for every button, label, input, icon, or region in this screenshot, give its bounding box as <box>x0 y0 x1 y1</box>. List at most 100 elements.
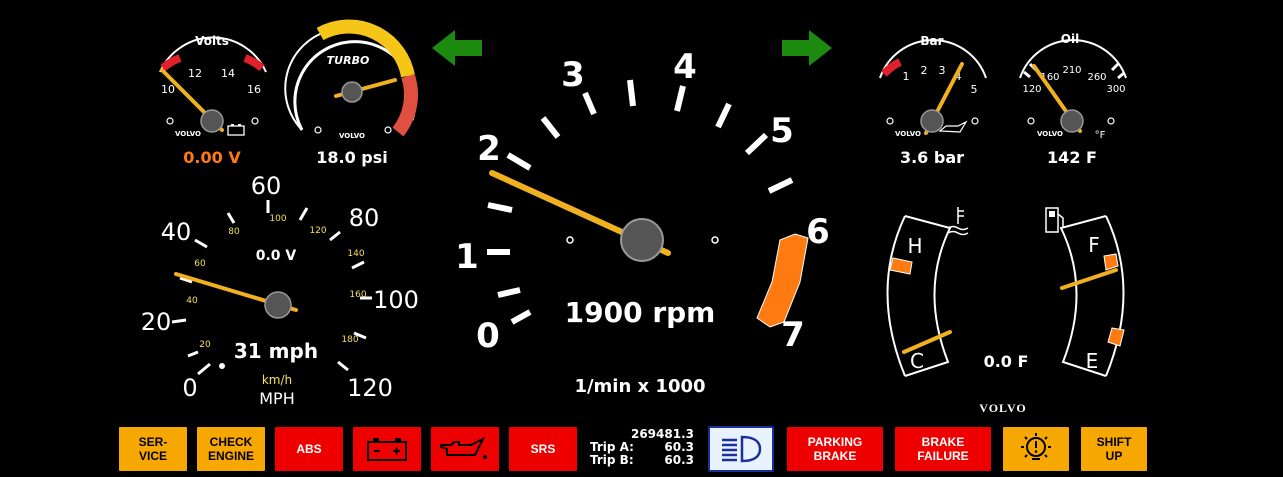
bar-label: Bar <box>920 34 943 48</box>
tach-tick-label: 7 <box>781 315 805 355</box>
oil-brand: VOLVO <box>1037 130 1063 138</box>
volts-tick-label: 16 <box>247 83 261 96</box>
fuel-full-label: F <box>1088 233 1100 257</box>
speedo-readout: 31 mph <box>234 339 318 363</box>
bulb-warning-icon <box>1021 433 1051 460</box>
high-beam-lamp <box>708 426 774 472</box>
speedo-kmh-label: 20 <box>199 340 211 350</box>
headlight-icon <box>722 435 762 463</box>
battery-lamp <box>352 426 422 472</box>
speedo-mph-label: 60 <box>251 172 282 200</box>
arrow-left-icon <box>432 30 482 66</box>
temp-high-label: H <box>907 234 922 258</box>
oil-can-icon <box>938 120 968 133</box>
volts-label: Volts <box>195 34 229 48</box>
tach-tick-label: 0 <box>476 316 500 356</box>
speedo-kmh-label: 100 <box>269 214 286 224</box>
bar-brand: VOLVO <box>895 130 921 138</box>
odometer-total: 269481.3 <box>630 427 694 441</box>
abs-lamp: ABS <box>274 426 344 472</box>
temp-low-label: C <box>910 349 924 373</box>
volts-tick-label: 12 <box>188 67 202 80</box>
trip-a-label: Trip A: <box>590 440 634 454</box>
bar-gauge: Bar 1 2 3 4 5 VOLVO 3.6 bar <box>879 34 987 167</box>
speedo-kmh-label: 120 <box>309 226 326 236</box>
oil-tick-label: 120 <box>1022 84 1041 95</box>
battery-icon <box>367 438 407 461</box>
speedo-mph-label: 100 <box>373 286 419 314</box>
oil-unit: °F <box>1095 130 1106 141</box>
bar-tick-label: 5 <box>971 83 978 96</box>
shift-up-lamp: SHIFT UP <box>1080 426 1148 472</box>
trip-b-label: Trip B: <box>590 453 634 467</box>
bar-tick-label: 3 <box>939 64 946 77</box>
battery-icon <box>227 124 245 136</box>
turbo-label: TURBO <box>327 54 370 67</box>
bar-tick-label: 4 <box>955 70 962 83</box>
bulb-failure-lamp <box>1002 426 1070 472</box>
speedo-kmh-label: 180 <box>341 335 358 345</box>
parking-brake-lamp: PARKING BRAKE <box>786 426 884 472</box>
volts-gauge: Volts 10 12 14 16 VOLVO 0.00 V <box>159 34 267 167</box>
coolant-temp-icon <box>947 207 969 236</box>
speedo-kmh-label: 140 <box>347 249 364 259</box>
oil-tick-label: 300 <box>1106 84 1125 95</box>
oil-temp-gauge: Oil 120 160 210 260 300 VOLVO °F 142 F <box>1019 32 1127 167</box>
speedo-mph-unit: MPH <box>259 389 294 408</box>
volts-readout: 0.00 V <box>183 148 241 167</box>
speedo-kmh-label: 60 <box>194 259 206 269</box>
tach-unit: 1/min x 1000 <box>574 376 705 397</box>
volts-tick-label: 10 <box>161 83 175 96</box>
temp-fuel-gauges: H C F E 0.0 F VOLVO <box>886 207 1125 415</box>
tach-readout: 1900 rpm <box>565 296 716 329</box>
speedo-kmh-label: 80 <box>228 227 240 237</box>
trip-a-value: 60.3 <box>664 440 694 454</box>
volts-tick-label: 14 <box>221 67 235 80</box>
oil-label: Oil <box>1061 32 1079 46</box>
oil-pressure-lamp <box>430 426 500 472</box>
oil-tick-label: 260 <box>1087 72 1106 83</box>
speedo-mph-label: 80 <box>349 204 380 232</box>
speedo-kmh-label: 40 <box>186 296 198 306</box>
turbo-gauge: TURBO VOLVO 18.0 psi <box>284 19 418 167</box>
srs-lamp: SRS <box>508 426 578 472</box>
arrow-right-icon <box>782 30 832 66</box>
tach-tick-label: 3 <box>561 55 585 95</box>
oil-tick-label: 160 <box>1040 72 1059 83</box>
service-lamp: SER- VICE <box>118 426 188 472</box>
trip-b-value: 60.3 <box>664 453 694 467</box>
speedometer: 0 20 40 60 80 100 120 20 40 60 80 100 12… <box>141 172 419 408</box>
bar-readout: 3.6 bar <box>900 148 964 167</box>
bar-tick-label: 2 <box>921 64 928 77</box>
speedo-kmh-label: 160 <box>349 290 366 300</box>
volvo-logo: VOLVO <box>979 401 1026 415</box>
fuel-pump-icon <box>1045 207 1064 233</box>
speedo-center-readout: 0.0 V <box>256 248 297 264</box>
turbo-readout: 18.0 psi <box>316 148 388 167</box>
tach-tick-label: 2 <box>477 129 501 169</box>
volts-brand: VOLVO <box>175 130 201 138</box>
temp-needle <box>902 330 952 354</box>
tach-tick-label: 1 <box>455 237 479 277</box>
turbo-brand: VOLVO <box>339 132 365 140</box>
brake-failure-lamp: BRAKE FAILURE <box>894 426 992 472</box>
tach-tick-label: 5 <box>770 111 794 151</box>
speedo-mph-label: 40 <box>161 218 192 246</box>
tach-tick-label: 4 <box>673 47 697 87</box>
fuel-empty-label: E <box>1086 349 1099 373</box>
speedo-mph-label: 20 <box>141 308 172 336</box>
temp-fuel-readout: 0.0 F <box>984 352 1029 371</box>
check-engine-lamp: CHECK ENGINE <box>196 426 266 472</box>
speedo-mph-label: 0 <box>182 374 197 402</box>
odometer: 269481.3 Trip A: 60.3 Trip B: 60.3 <box>590 428 694 467</box>
tachometer: 0 1 2 3 4 5 6 7 1900 rpm 1/min x 1000 <box>455 47 830 397</box>
speedo-mph-label: 120 <box>347 374 393 402</box>
oil-tick-label: 210 <box>1062 65 1081 76</box>
fuel-needle <box>1060 268 1118 290</box>
oil-can-icon <box>440 436 487 459</box>
bar-tick-label: 1 <box>903 70 910 83</box>
oil-readout: 142 F <box>1047 148 1097 167</box>
speedo-kmh-unit: km/h <box>262 373 292 387</box>
tach-tick-label: 6 <box>806 212 830 252</box>
